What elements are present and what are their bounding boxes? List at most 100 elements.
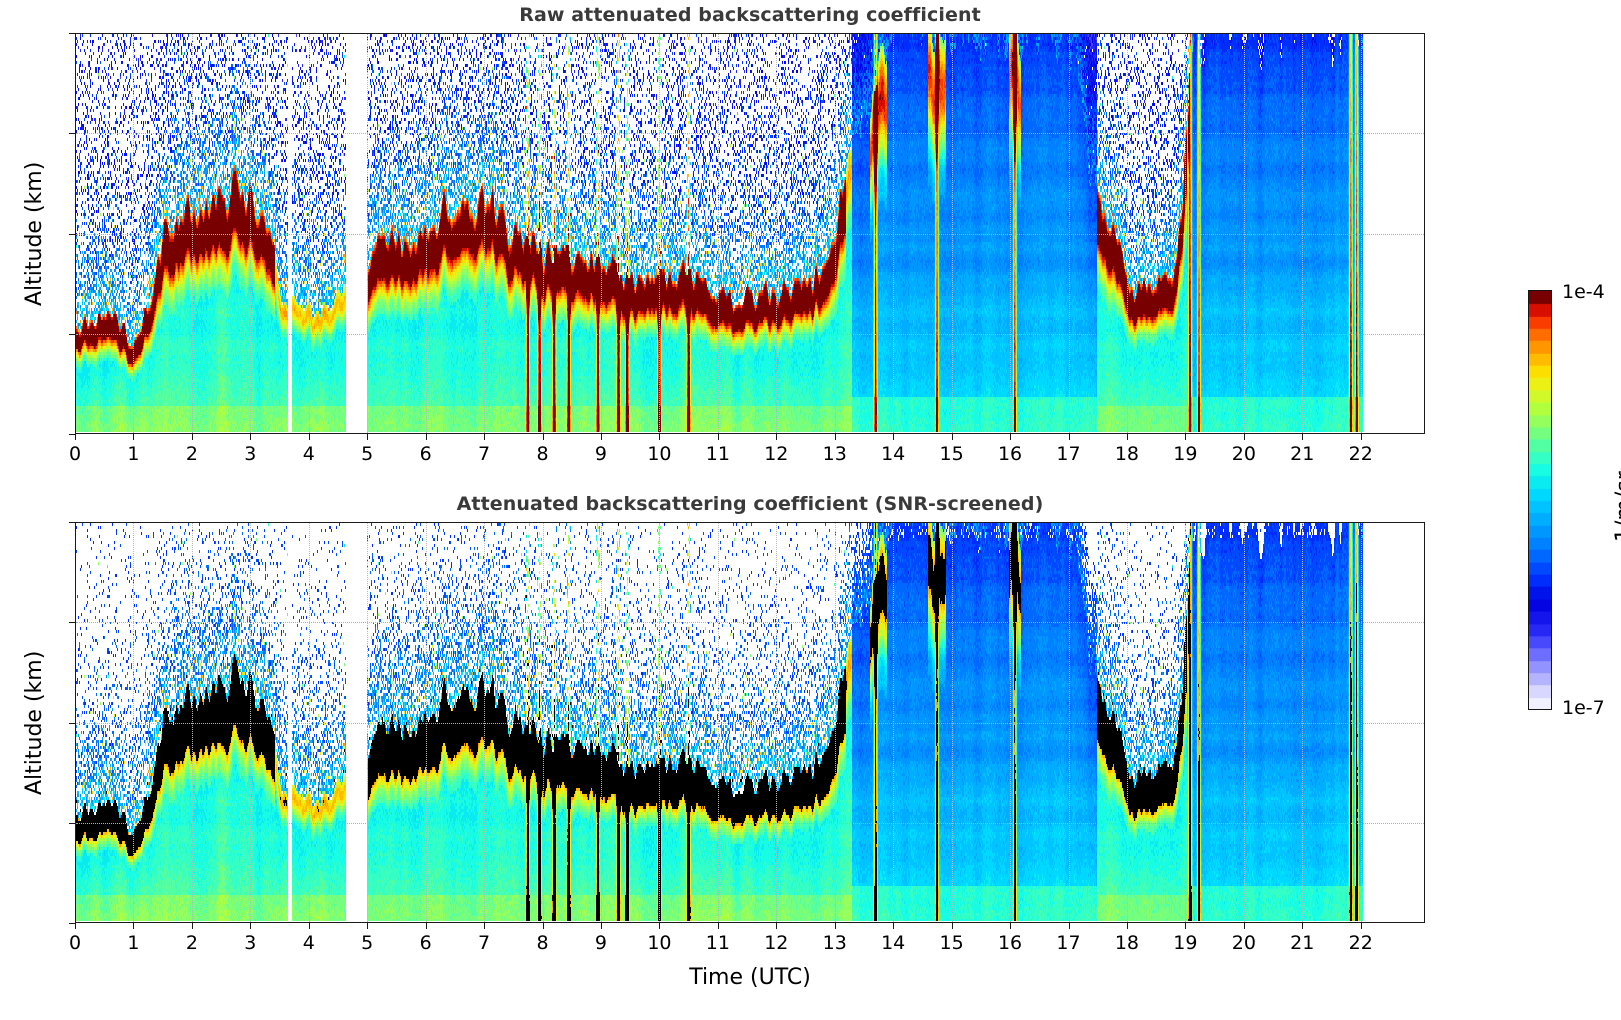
x-axis-label: Time (UTC) xyxy=(689,965,811,990)
x-tick-mark xyxy=(717,923,719,929)
y-tick-mark xyxy=(69,33,75,34)
x-tick-mark xyxy=(1068,434,1070,440)
x-tick-mark xyxy=(834,434,836,440)
x-tick-mark xyxy=(659,923,661,929)
y-tick-mark xyxy=(69,822,75,824)
y-tick-mark xyxy=(69,434,75,435)
x-tick-label: 2 xyxy=(185,443,198,465)
x-tick-mark xyxy=(1243,434,1245,440)
x-tick-label: 2 xyxy=(185,932,198,954)
x-tick-mark xyxy=(367,434,369,440)
x-tick-mark xyxy=(542,923,544,929)
x-tick-label: 11 xyxy=(705,443,730,465)
x-tick-mark xyxy=(250,923,252,929)
x-tick-label: 6 xyxy=(419,443,432,465)
x-tick-mark xyxy=(893,923,895,929)
x-tick-mark xyxy=(425,434,427,440)
x-tick-mark xyxy=(951,434,953,440)
x-tick-label: 15 xyxy=(939,932,964,954)
x-tick-mark xyxy=(1360,923,1362,929)
x-tick-label: 1 xyxy=(127,932,140,954)
x-tick-label: 8 xyxy=(536,932,549,954)
x-tick-mark xyxy=(951,923,953,929)
heatmap-canvas-screened xyxy=(76,523,1423,921)
x-tick-label: 19 xyxy=(1173,443,1198,465)
x-tick-mark xyxy=(717,434,719,440)
panel-title-screened: Attenuated backscattering coefficient (S… xyxy=(456,493,1044,515)
x-tick-mark xyxy=(1302,923,1304,929)
x-tick-mark xyxy=(893,434,895,440)
x-tick-mark xyxy=(75,434,76,440)
x-tick-label: 10 xyxy=(647,443,672,465)
x-tick-mark xyxy=(542,434,544,440)
colorbar-gradient xyxy=(1528,290,1552,710)
x-tick-mark xyxy=(75,923,76,929)
x-tick-label: 18 xyxy=(1114,932,1140,954)
heatmap-canvas-raw xyxy=(76,34,1423,432)
x-tick-label: 1 xyxy=(127,443,140,465)
y-tick-mark xyxy=(69,622,75,624)
x-tick-label: 22 xyxy=(1348,932,1373,954)
x-tick-mark xyxy=(308,434,310,440)
x-tick-label: 17 xyxy=(1056,932,1081,954)
x-tick-mark xyxy=(1302,434,1304,440)
x-tick-mark xyxy=(1010,923,1012,929)
x-tick-label: 17 xyxy=(1056,443,1081,465)
x-tick-mark xyxy=(1068,923,1070,929)
x-tick-label: 18 xyxy=(1114,443,1140,465)
x-tick-label: 14 xyxy=(881,443,906,465)
y-tick-mark xyxy=(69,233,75,235)
x-tick-label: 9 xyxy=(594,443,608,465)
x-tick-mark xyxy=(776,434,778,440)
x-tick-label: 15 xyxy=(939,443,964,465)
x-tick-mark xyxy=(1360,434,1362,440)
x-tick-label: 3 xyxy=(244,443,257,465)
y-tick-mark xyxy=(69,722,75,724)
y-tick-mark xyxy=(69,923,75,924)
x-tick-label: 7 xyxy=(478,443,491,465)
x-tick-label: 19 xyxy=(1173,932,1198,954)
x-tick-label: 4 xyxy=(302,932,315,954)
x-tick-label: 7 xyxy=(478,932,491,954)
x-tick-label: 9 xyxy=(594,932,608,954)
x-tick-mark xyxy=(659,434,661,440)
colorbar-min-label: 1e-7 xyxy=(1562,697,1605,719)
x-tick-mark xyxy=(191,923,193,929)
x-tick-label: 20 xyxy=(1231,443,1256,465)
x-tick-mark xyxy=(1243,923,1245,929)
x-tick-label: 5 xyxy=(361,443,374,465)
x-tick-mark xyxy=(1010,434,1012,440)
x-tick-label: 21 xyxy=(1290,443,1315,465)
x-tick-mark xyxy=(425,923,427,929)
x-tick-label: 13 xyxy=(822,932,847,954)
x-tick-label: 4 xyxy=(302,443,315,465)
x-tick-label: 3 xyxy=(244,932,257,954)
x-tick-mark xyxy=(484,923,486,929)
x-tick-label: 5 xyxy=(361,932,374,954)
x-tick-mark xyxy=(1126,434,1128,440)
axes-raw xyxy=(75,33,1425,434)
x-tick-label: 0 xyxy=(68,443,82,465)
x-tick-mark xyxy=(600,434,602,440)
x-tick-mark xyxy=(776,923,778,929)
x-tick-label: 0 xyxy=(68,932,82,954)
colorbar-max-label: 1e-4 xyxy=(1562,281,1605,303)
x-tick-mark xyxy=(484,434,486,440)
x-tick-label: 12 xyxy=(764,443,789,465)
y-tick-mark xyxy=(69,133,75,135)
x-tick-label: 14 xyxy=(881,932,906,954)
x-tick-label: 20 xyxy=(1231,932,1256,954)
x-tick-label: 8 xyxy=(536,443,549,465)
panel-title-raw: Raw attenuated backscattering coefficien… xyxy=(519,4,981,26)
x-tick-label: 22 xyxy=(1348,443,1373,465)
x-tick-label: 13 xyxy=(822,443,847,465)
x-tick-label: 16 xyxy=(997,932,1023,954)
colorbar-unit-label: 1/m/sr xyxy=(1612,471,1621,542)
x-tick-label: 21 xyxy=(1290,932,1315,954)
x-tick-mark xyxy=(1126,923,1128,929)
x-tick-label: 10 xyxy=(647,932,672,954)
x-tick-mark xyxy=(133,434,135,440)
y-tick-mark xyxy=(69,522,75,523)
x-tick-mark xyxy=(250,434,252,440)
